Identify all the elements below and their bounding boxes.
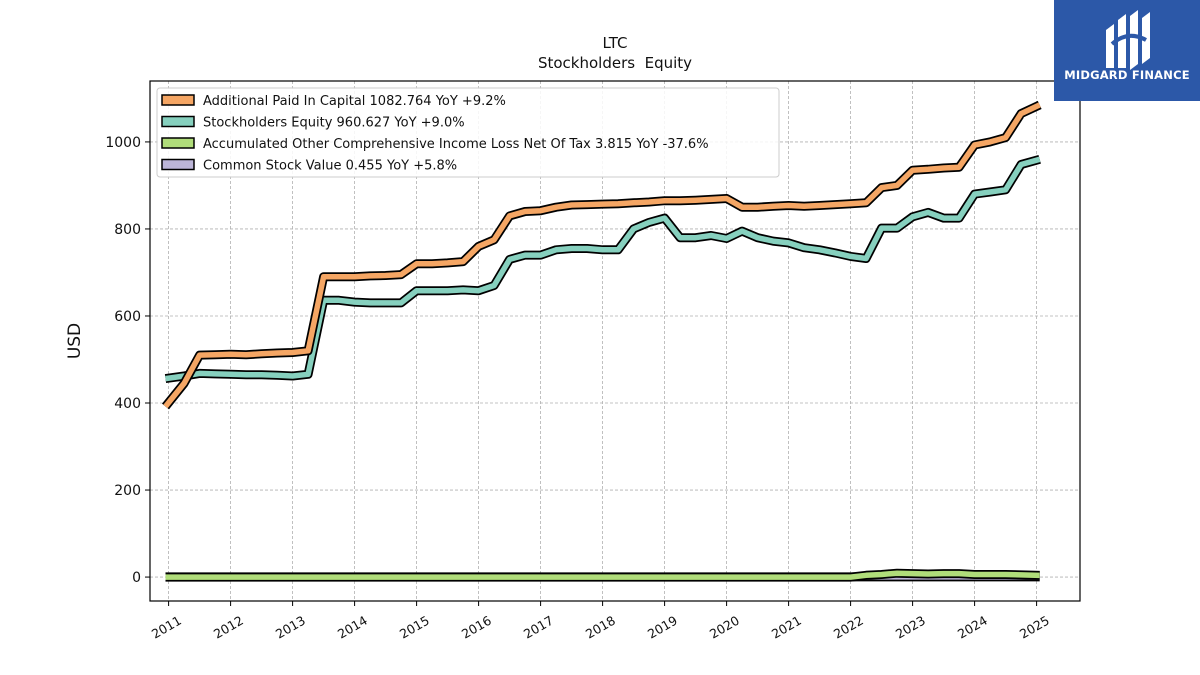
series-2 xyxy=(165,568,1040,582)
logo-mark-icon xyxy=(1106,10,1150,70)
series-line xyxy=(165,570,1040,580)
y-tick-label: 1000 xyxy=(105,135,141,151)
series-line xyxy=(165,156,1041,382)
legend-swatch xyxy=(161,115,195,128)
y-tick-label: 0 xyxy=(132,570,141,586)
chart-title: LTC xyxy=(602,34,627,52)
x-tick-label: 2019 xyxy=(645,613,680,642)
series-1 xyxy=(164,154,1041,384)
y-tick-label: 600 xyxy=(114,309,141,325)
x-tick-label: 2025 xyxy=(1017,613,1052,642)
legend-swatch xyxy=(161,137,195,149)
x-tick-label: 2022 xyxy=(831,613,866,642)
logo-text: MIDGARD FINANCE xyxy=(1064,68,1190,82)
legend-entry: Accumulated Other Comprehensive Income L… xyxy=(203,137,709,152)
plot-frame xyxy=(149,80,1081,602)
y-axis-label: USD xyxy=(65,323,85,359)
x-tick-label: 2018 xyxy=(583,613,618,642)
series-line xyxy=(163,102,1041,409)
legend-box xyxy=(156,87,780,178)
x-tick-label: 2014 xyxy=(335,613,370,642)
series-lines xyxy=(161,100,1042,582)
x-tick-label: 2023 xyxy=(893,613,928,642)
x-tick-label: 2013 xyxy=(273,613,308,642)
y-tick-label: 800 xyxy=(114,222,141,238)
x-tick-label: 2011 xyxy=(149,613,184,642)
legend-swatch xyxy=(161,94,195,106)
series-0 xyxy=(161,100,1042,410)
midgard-finance-logo: MIDGARD FINANCE xyxy=(1054,0,1200,101)
y-tick-label: 200 xyxy=(114,483,141,499)
y-tick-label: 400 xyxy=(114,396,141,412)
legend: Additional Paid In Capital 1082.764 YoY … xyxy=(156,87,780,178)
x-tick-label: 2012 xyxy=(211,613,246,642)
x-tick-label: 2024 xyxy=(955,613,990,642)
x-tick-label: 2021 xyxy=(769,613,804,642)
x-tick-label: 2017 xyxy=(521,613,556,642)
x-tick-label: 2020 xyxy=(707,613,742,642)
x-tick-label: 2015 xyxy=(397,613,432,642)
legend-entry: Additional Paid In Capital 1082.764 YoY … xyxy=(203,94,506,109)
chart-subtitle: Stockholders Equity xyxy=(538,54,692,72)
x-tick-label: 2016 xyxy=(459,613,494,642)
legend-entry: Common Stock Value 0.455 YoY +5.8% xyxy=(203,159,457,174)
legend-entry: Stockholders Equity 960.627 YoY +9.0% xyxy=(203,116,465,131)
axes: 0 200 400 600 800 1000 2011 2012 2013 2014 2015 201… xyxy=(105,135,1052,642)
legend-swatch xyxy=(161,158,195,171)
